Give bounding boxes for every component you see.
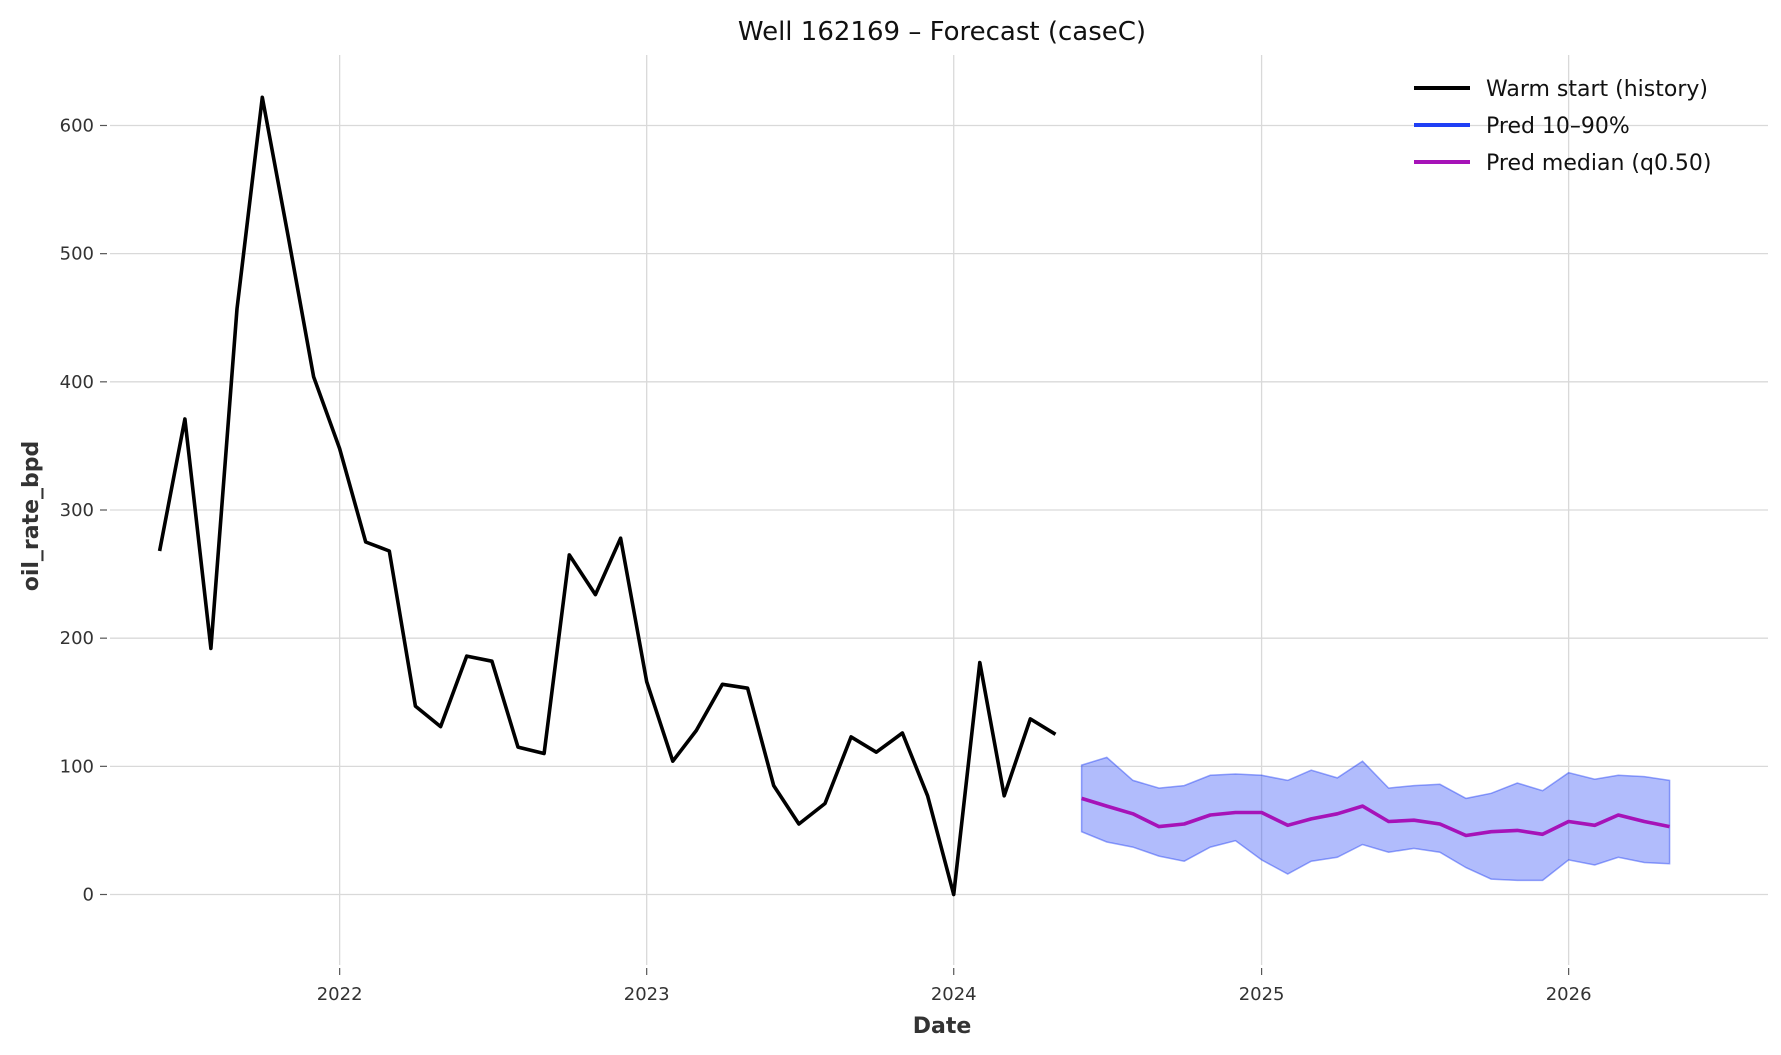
legend-history-label: Warm start (history) <box>1486 77 1708 102</box>
legend-history: Warm start (history) <box>1414 77 1708 102</box>
x-axis-ticks: 2022 2023 2024 2025 2026 <box>317 968 1592 1005</box>
y-tick-label: 100 <box>60 756 94 777</box>
legend: Warm start (history) Pred 10–90% Pred medi… <box>1414 77 1712 176</box>
x-axis-label: Date <box>913 1014 972 1039</box>
legend-median-label: Pred median (q0.50) <box>1486 151 1712 176</box>
legend-pred-band-label: Pred 10–90% <box>1486 114 1630 139</box>
chart-title: Well 162169 – Forecast (caseC) <box>738 17 1146 47</box>
legend-median: Pred median (q0.50) <box>1414 151 1712 176</box>
x-tick-label: 2026 <box>1546 984 1592 1005</box>
series-lines <box>157 95 1670 897</box>
history-line <box>157 95 1057 897</box>
x-tick-label: 2023 <box>624 984 670 1005</box>
prediction-band-10-90 <box>1080 756 1671 882</box>
grid <box>110 55 1768 965</box>
y-tick-label: 300 <box>60 500 94 521</box>
prediction-band-layer <box>1080 756 1671 882</box>
y-tick-label: 200 <box>60 628 94 649</box>
y-tick-label: 400 <box>60 372 94 393</box>
x-tick-label: 2022 <box>317 984 363 1005</box>
y-axis-ticks: 0 100 200 300 400 500 600 <box>60 115 107 906</box>
legend-pred-band: Pred 10–90% <box>1414 114 1630 139</box>
y-tick-label: 500 <box>60 244 94 265</box>
y-tick-label: 600 <box>60 115 94 136</box>
x-tick-label: 2025 <box>1239 984 1285 1005</box>
median-line <box>1081 796 1670 838</box>
y-tick-label: 0 <box>83 885 94 906</box>
x-tick-label: 2024 <box>931 984 977 1005</box>
y-axis-label: oil_rate_bpd <box>19 441 44 592</box>
